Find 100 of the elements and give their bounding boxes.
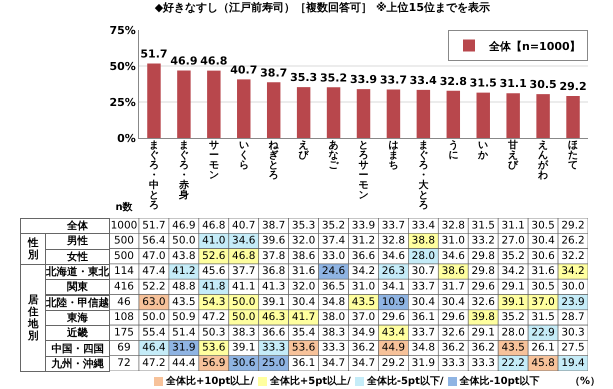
data-label: 33.3 bbox=[472, 356, 495, 369]
data-label: 34.2 bbox=[501, 265, 525, 278]
data-label: 50.0 bbox=[172, 234, 196, 247]
data-label: 36.2 bbox=[442, 342, 465, 354]
data-label: 35.4 bbox=[292, 326, 316, 338]
y2-tick-label: 108 bbox=[114, 311, 134, 324]
data-label: 43.5 bbox=[352, 296, 376, 308]
text: 居住地別 bbox=[20, 264, 46, 372]
bar bbox=[356, 89, 370, 138]
data-label: 35.2 bbox=[501, 250, 525, 262]
data-label: 36.6 bbox=[352, 250, 376, 262]
bar bbox=[207, 70, 221, 138]
x-tick-label: まぐろ・赤身 bbox=[178, 140, 190, 201]
data-label: 39.6 bbox=[262, 234, 286, 247]
bar bbox=[266, 82, 280, 138]
y-tick-label: 関東 bbox=[45, 279, 110, 296]
data-label: 53.6 bbox=[292, 342, 316, 354]
data-label: 51.4 bbox=[172, 326, 196, 338]
data-label: 28.0 bbox=[412, 250, 436, 262]
y-tick-label: 0% bbox=[117, 132, 136, 145]
data-label: 34.6 bbox=[442, 250, 466, 262]
data-label: 34.8 bbox=[412, 342, 436, 354]
data-label: 33.3 bbox=[442, 356, 465, 369]
data-label: 47.2 bbox=[202, 311, 226, 324]
data-label: 47.4 bbox=[142, 265, 166, 278]
data-label: 34.6 bbox=[382, 250, 406, 262]
data-label: 34.6 bbox=[232, 234, 256, 247]
data-label: 35.3 bbox=[290, 71, 318, 84]
data-label: 32.0 bbox=[292, 234, 316, 247]
y-tick-label: 25% bbox=[109, 96, 136, 109]
data-label: 33.3 bbox=[322, 342, 346, 354]
x-tick-label: はまち bbox=[387, 140, 400, 171]
bar bbox=[237, 79, 250, 138]
data-label: 33.0 bbox=[322, 250, 346, 262]
data-label: 38.6 bbox=[292, 250, 316, 262]
data-label: 26.1 bbox=[531, 342, 555, 354]
data-label: 33.7 bbox=[382, 219, 406, 232]
data-label: 54.3 bbox=[202, 296, 226, 308]
data-label: 46.8 bbox=[202, 219, 226, 232]
x-tick-label: まぐろ・大とろ bbox=[417, 140, 430, 211]
data-label: 29.8 bbox=[472, 265, 495, 278]
data-label: 24.6 bbox=[322, 265, 346, 278]
data-label: 35.2 bbox=[320, 71, 348, 84]
data-label: 50.0 bbox=[232, 296, 256, 308]
data-label: 28.7 bbox=[561, 311, 585, 324]
y2-tick-label: 175 bbox=[114, 326, 134, 338]
data-label: 26.3 bbox=[382, 265, 406, 278]
x-tick-label: えび bbox=[298, 140, 310, 161]
bar bbox=[566, 96, 580, 138]
data-label: 33.3 bbox=[262, 342, 286, 354]
data-label: 22.2 bbox=[501, 356, 525, 369]
data-label: 29.1 bbox=[472, 326, 495, 338]
data-label: 33.7 bbox=[380, 73, 408, 86]
data-label: 36.1 bbox=[292, 356, 316, 369]
data-label: 30.7 bbox=[412, 265, 436, 278]
data-label: 50.9 bbox=[172, 311, 196, 324]
data-label: 29.2 bbox=[382, 356, 406, 369]
x-tick-label: ほたて bbox=[567, 140, 580, 171]
data-label: 37.7 bbox=[232, 265, 256, 278]
bar bbox=[476, 92, 490, 138]
data-label: 30.4 bbox=[292, 296, 316, 308]
data-label: 27.5 bbox=[561, 342, 585, 354]
data-label: 35.2 bbox=[322, 219, 346, 232]
y2-tick-label: 416 bbox=[114, 280, 134, 292]
data-label: 29.1 bbox=[501, 280, 525, 292]
data-label: 41.3 bbox=[262, 280, 286, 292]
data-label: 51.7 bbox=[142, 219, 166, 232]
x-tick-label: えんがわ bbox=[537, 140, 550, 181]
y-tick-label: 全体 bbox=[20, 218, 110, 234]
data-label: 10.9 bbox=[382, 296, 406, 308]
data-label: 19.4 bbox=[561, 356, 586, 369]
x-tick-label: 甘えび bbox=[507, 140, 520, 171]
bar bbox=[147, 64, 161, 138]
data-label: 34.7 bbox=[322, 356, 346, 369]
data-label: 38.3 bbox=[322, 326, 346, 338]
x-tick-label: とろサーモン bbox=[357, 140, 370, 201]
bar bbox=[416, 90, 430, 138]
data-label: 39.1 bbox=[232, 342, 256, 354]
data-label: 31.9 bbox=[412, 356, 436, 369]
data-label: 32.2 bbox=[561, 250, 585, 262]
data-label: 36.2 bbox=[472, 342, 495, 354]
data-label: 40.7 bbox=[232, 219, 256, 232]
x-tick-label: うに bbox=[447, 140, 460, 161]
data-label: 34.2 bbox=[561, 265, 585, 278]
data-label: 52.2 bbox=[142, 280, 166, 292]
data-label: 29.8 bbox=[472, 250, 495, 262]
data-label: 38.3 bbox=[232, 326, 256, 338]
text: n数 bbox=[114, 200, 134, 214]
data-label: 29.2 bbox=[561, 219, 585, 232]
x-tick-label: サーモン bbox=[208, 140, 220, 181]
data-label: 46.3 bbox=[262, 311, 286, 324]
data-label: 52.6 bbox=[202, 250, 226, 262]
legend-label: 全体【n=1000】 bbox=[488, 40, 581, 53]
data-label: 29.2 bbox=[559, 80, 587, 93]
data-label: 63.0 bbox=[142, 296, 166, 308]
data-label: 47.0 bbox=[142, 250, 166, 262]
data-label: 36.2 bbox=[352, 342, 376, 354]
data-label: 53.6 bbox=[202, 342, 226, 354]
data-label: 23.9 bbox=[561, 296, 585, 308]
y-tick-label: 中国・四国 bbox=[45, 340, 110, 357]
